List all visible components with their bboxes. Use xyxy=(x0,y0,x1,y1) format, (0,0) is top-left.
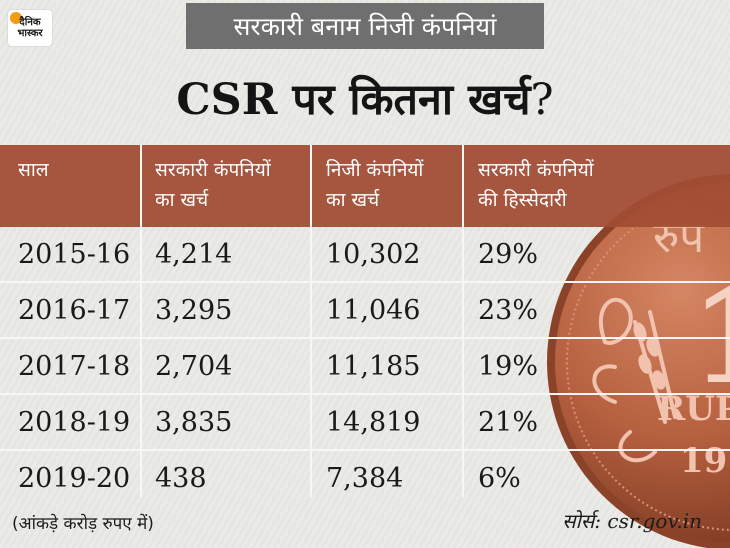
row-divider xyxy=(0,449,730,451)
header-year-label: साल xyxy=(18,159,49,181)
row-divider xyxy=(0,337,730,339)
table-row: 2015-16 4,214 10,302 29% xyxy=(0,227,730,283)
topic-tag: सरकारी बनाम निजी कंपनियां xyxy=(186,3,544,49)
cell-private-spend: 11,185 xyxy=(326,351,421,382)
cell-private-spend: 10,302 xyxy=(326,239,421,270)
dainik-bhaskar-logo: दैनिक भास्कर xyxy=(8,10,52,46)
header-govt-share-line1: सरकारी कंपनियों xyxy=(478,159,594,181)
cell-private-spend: 11,046 xyxy=(326,295,421,326)
row-divider xyxy=(0,281,730,283)
cell-govt-share: 21% xyxy=(478,407,539,438)
coin-digit: 1 xyxy=(690,260,730,413)
cell-govt-spend: 2,704 xyxy=(155,351,233,382)
cell-year: 2015-16 xyxy=(18,239,131,270)
header-govt-share: सरकारी कंपनियों की हिस्सेदारी xyxy=(478,155,594,215)
table-row: 2016-17 3,295 11,046 23% xyxy=(0,283,730,339)
table-row: 2019-20 438 7,384 6% xyxy=(0,451,730,507)
column-divider xyxy=(462,145,464,497)
logo-line-1: दैनिक xyxy=(19,17,41,28)
logo-line-2: भास्कर xyxy=(17,28,43,39)
header-private-spend: निजी कंपनियों का खर्च xyxy=(326,155,423,215)
header-govt-spend: सरकारी कंपनियों का खर्च xyxy=(155,155,271,215)
header-private-spend-line1: निजी कंपनियों xyxy=(326,159,424,181)
column-divider xyxy=(140,145,142,497)
source-credit: सोर्स: csr.gov.in xyxy=(562,509,702,533)
logo-sun-icon xyxy=(10,12,22,24)
cell-govt-share: 6% xyxy=(478,463,521,494)
cell-govt-spend: 3,835 xyxy=(155,407,233,438)
cell-year: 2018-19 xyxy=(18,407,131,438)
cell-year: 2019-20 xyxy=(18,463,131,494)
cell-govt-share: 19% xyxy=(478,351,539,382)
header-private-spend-line2: का खर्च xyxy=(326,189,380,211)
cell-year: 2016-17 xyxy=(18,295,131,326)
headline-question-mark: ? xyxy=(530,75,554,125)
cell-year: 2017-18 xyxy=(18,351,131,382)
cell-private-spend: 7,384 xyxy=(326,463,404,494)
header-govt-spend-line1: सरकारी कंपनियों xyxy=(155,159,271,181)
row-divider xyxy=(0,393,730,395)
table-row: 2018-19 3,835 14,819 21% xyxy=(0,395,730,451)
header-govt-spend-line2: का खर्च xyxy=(155,189,209,211)
column-divider xyxy=(310,145,312,497)
units-footnote: (आंकड़े करोड़ रुपए में) xyxy=(12,514,154,534)
cell-govt-spend: 438 xyxy=(155,463,207,494)
header-year: साल xyxy=(18,155,49,185)
cell-govt-spend: 4,214 xyxy=(155,239,233,270)
coin-year-text: 197 xyxy=(680,441,730,481)
table-header: साल सरकारी कंपनियों का खर्च निजी कंपनियो… xyxy=(0,145,730,227)
cell-private-spend: 14,819 xyxy=(326,407,421,438)
cell-govt-share: 23% xyxy=(478,295,539,326)
coin-mid-text: RUP xyxy=(657,389,730,429)
topic-tag-text: सरकारी बनाम निजी कंपनियां xyxy=(233,12,497,41)
header-govt-share-line2: की हिस्सेदारी xyxy=(478,189,567,211)
headline: CSR पर कितना खर्च? xyxy=(0,70,730,130)
headline-text: CSR पर कितना खर्च xyxy=(176,75,531,125)
cell-govt-spend: 3,295 xyxy=(155,295,233,326)
cell-govt-share: 29% xyxy=(478,239,539,270)
table-row: 2017-18 2,704 11,185 19% xyxy=(0,339,730,395)
rupee-coin-illustration: रुप RUP 1 197 xyxy=(547,174,730,548)
